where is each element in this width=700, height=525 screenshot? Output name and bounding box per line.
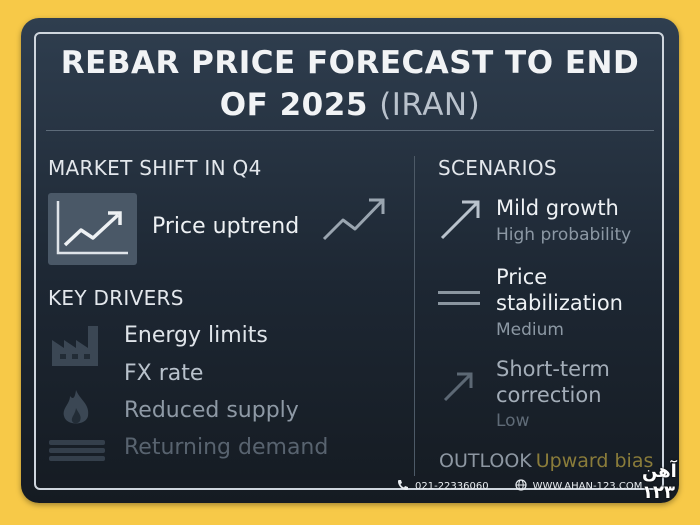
scenario-stabilization-line-2: stabilization <box>496 291 623 315</box>
driver-reduced-supply: Reduced supply <box>124 398 299 423</box>
scenario-price-stabilization: Price stabilization <box>496 264 623 316</box>
title-divider <box>46 130 654 131</box>
brand-logo: آهن ۱۲۳ <box>642 461 677 503</box>
flame-icon <box>58 388 94 432</box>
scenarios-heading: SCENARIOS <box>438 156 557 180</box>
outlook-line: OUTLOOK Upward bias <box>439 450 653 472</box>
outlook-value: Upward bias <box>535 450 654 472</box>
correction-arrow-icon <box>441 368 477 408</box>
title-country: (IRAN) <box>379 87 481 123</box>
price-uptrend-label: Price uptrend <box>152 214 300 239</box>
rebar-bundle-icon <box>47 438 107 466</box>
title-line-2: OF 2025 (IRAN) <box>21 84 679 126</box>
footer-contact: 021-22336060 WWW.AHAN-123.COM <box>397 473 642 499</box>
scenario-stabilization-line-1: Price <box>496 265 548 289</box>
factory-icon <box>48 318 110 372</box>
globe-icon <box>514 478 527 494</box>
inner-frame <box>34 32 664 490</box>
trend-arrow-icon <box>321 194 389 248</box>
key-drivers-heading: KEY DRIVERS <box>48 286 184 310</box>
scenario-mild-growth: Mild growth <box>496 196 619 220</box>
growth-arrow-icon <box>438 196 484 246</box>
title-line-1: REBAR PRICE FORECAST TO END <box>60 45 640 81</box>
infographic-card: REBAR PRICE FORECAST TO END OF 2025 (IRA… <box>21 18 679 503</box>
market-shift-heading: MARKET SHIFT IN Q4 <box>48 156 262 180</box>
footer-phone: 021-22336060 <box>415 480 489 492</box>
scenario-short-term-correction: Short-term correction <box>496 356 610 408</box>
page-title: REBAR PRICE FORECAST TO END OF 2025 (IRA… <box>21 42 679 126</box>
driver-fx-rate: FX rate <box>124 361 204 386</box>
scenario-correction-line-1: Short-term <box>496 357 610 381</box>
scenario-stabilization-likelihood: Medium <box>496 320 564 340</box>
driver-returning-demand: Returning demand <box>124 435 329 460</box>
uptrend-chart-icon <box>48 193 137 265</box>
scenario-correction-line-2: correction <box>496 383 602 407</box>
driver-energy-limits: Energy limits <box>124 323 268 348</box>
outlook-label: OUTLOOK <box>439 450 532 472</box>
equals-icon <box>438 288 480 314</box>
title-year: OF 2025 <box>219 87 368 123</box>
footer-website[interactable]: WWW.AHAN-123.COM <box>532 480 643 492</box>
phone-icon <box>397 479 409 494</box>
scenario-mild-growth-likelihood: High probability <box>496 225 632 245</box>
column-divider <box>414 156 415 476</box>
scenario-correction-likelihood: Low <box>496 411 530 431</box>
